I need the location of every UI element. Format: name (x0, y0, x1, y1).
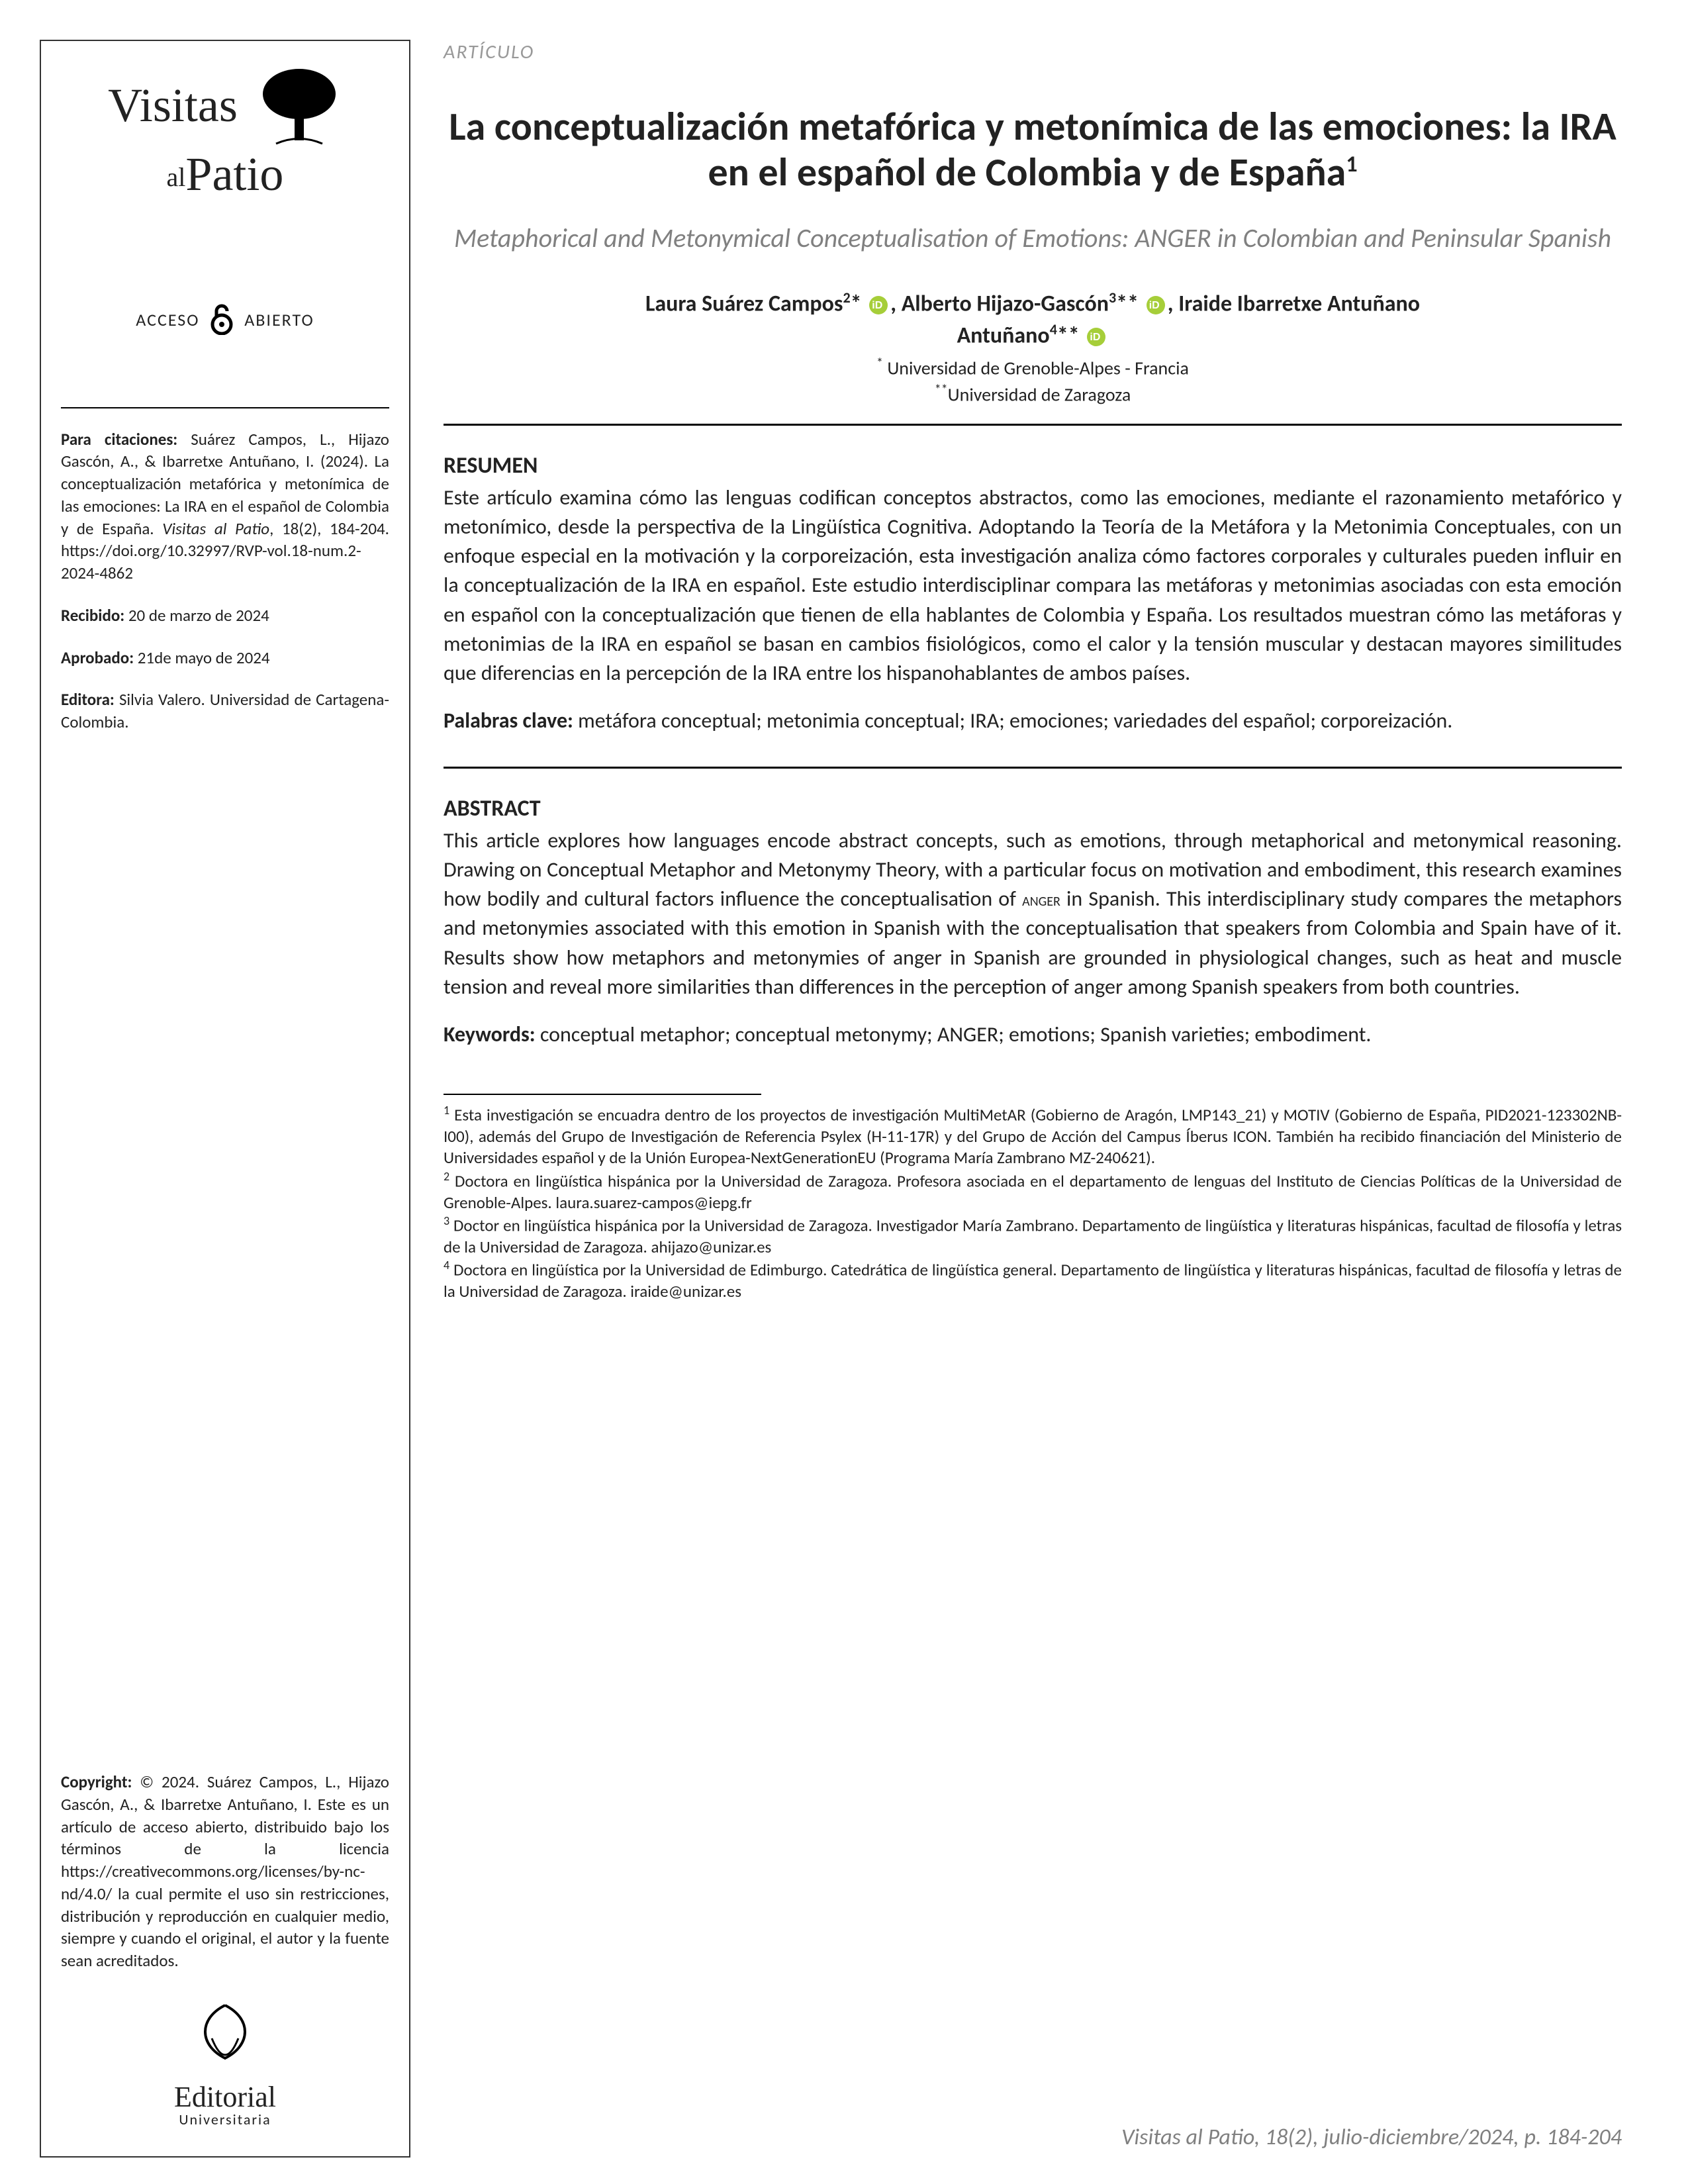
keywords-text: conceptual metaphor; conceptual metonymy… (536, 1021, 1372, 1047)
resumen-text: Este artículo examina cómo las lenguas c… (444, 483, 1622, 688)
editor-block: Editora: Silvia Valero. Universidad de C… (61, 688, 389, 734)
article-title: La conceptualización metafórica y metoní… (444, 104, 1622, 195)
journal-name-line2: Patio (185, 148, 283, 201)
copyright-text: © 2024. Suárez Campos, L., Hijazo Gascón… (61, 1772, 389, 1971)
citation-journal: Visitas al Patio (162, 518, 269, 539)
author-3-cont: Antuñano (957, 322, 1050, 349)
palabras-text: metáfora conceptual; metonimia conceptua… (573, 708, 1452, 734)
author-3-mark: ** (1057, 322, 1080, 349)
abstract-smallcaps: anger (1022, 888, 1060, 911)
footnote-1: 1 Esta investigación se encuadra dentro … (444, 1103, 1622, 1169)
footnote-rule (444, 1094, 761, 1095)
open-access-row: ACCESO ABIERTO (61, 302, 389, 341)
sidebar-rule (61, 407, 389, 408)
approved-block: Aprobado: 21de mayo de 2024 (61, 647, 389, 669)
copyright-block: Copyright: © 2024. Suárez Campos, L., Hi… (61, 1771, 389, 1972)
citation-block: Para citaciones: Suárez Campos, L., Hija… (61, 428, 389, 585)
author-3: Iraide Ibarretxe Antuñano (1178, 290, 1420, 317)
affiliations: * Universidad de Grenoble-Alpes - Franci… (444, 354, 1622, 408)
orcid-icon[interactable] (1147, 296, 1165, 314)
article-subtitle: Metaphorical and Metonymical Conceptuali… (444, 222, 1622, 255)
footnotes: 1 Esta investigación se encuadra dentro … (444, 1103, 1622, 1303)
copyright-label: Copyright: (61, 1772, 132, 1792)
palabras-label: Palabras clave: (444, 708, 573, 734)
affil-2-mark: ** (935, 382, 948, 398)
keywords-label: Keywords: (444, 1021, 536, 1047)
footnote-3: 3 Doctor en lingüística hispánica por la… (444, 1213, 1622, 1258)
footnote-4: 4 Doctora en lingüística por la Universi… (444, 1258, 1622, 1302)
journal-title: Visitas alPatio (61, 68, 389, 196)
publisher-line2: Universitaria (61, 2110, 389, 2130)
tree-icon (256, 68, 342, 153)
publisher-line1: Editorial (61, 2084, 389, 2111)
title-footnote-mark: 1 (1346, 151, 1357, 178)
resumen-rule (444, 767, 1622, 769)
author-3-sup: 4 (1050, 320, 1057, 338)
affil-1: Universidad de Grenoble-Alpes - Francia (883, 356, 1189, 379)
open-access-icon (210, 302, 234, 341)
author-1-mark: * (851, 290, 862, 317)
citation-label: Para citaciones: (61, 429, 177, 450)
author-1: Laura Suárez Campos (645, 290, 843, 317)
orcid-icon[interactable] (1087, 328, 1105, 346)
running-footer: Visitas al Patio, 18(2), julio-diciembre… (1121, 2124, 1622, 2151)
orcid-icon[interactable] (869, 296, 888, 314)
approved-label: Aprobado: (61, 647, 134, 668)
editor-label: Editora: (61, 689, 115, 710)
approved-value: 21de mayo de 2024 (134, 647, 269, 668)
footnote-1-text: Esta investigación se encuadra dentro de… (444, 1104, 1622, 1168)
footnote-4-text: Doctora en lingüística por la Universida… (444, 1260, 1622, 1302)
publisher-logo: Editorial Universitaria (61, 1999, 389, 2130)
journal-name-al: al (167, 162, 186, 192)
article-type-label: ARTÍCULO (444, 40, 1622, 64)
abstract-text: This article explores how languages enco… (444, 826, 1622, 1002)
journal-name-line1: Visitas (108, 79, 238, 132)
main-column: ARTÍCULO La conceptualización metafórica… (444, 40, 1635, 2158)
access-right: ABIERTO (244, 309, 314, 330)
sidebar: Visitas alPatio ACCESO (40, 40, 410, 2158)
resumen-heading: RESUMEN (444, 452, 1622, 479)
footnote-2: 2 Doctora en lingüística hispánica por l… (444, 1169, 1622, 1213)
abstract-heading: ABSTRACT (444, 795, 1622, 822)
author-1-sup: 2 (843, 289, 850, 307)
journal-logo: Visitas alPatio (61, 68, 389, 196)
authors-line: Laura Suárez Campos2* , Alberto Hijazo-G… (444, 288, 1622, 352)
received-block: Recibido: 20 de marzo de 2024 (61, 604, 389, 627)
received-label: Recibido: (61, 605, 124, 626)
footnote-2-text: Doctora en lingüística hispánica por la … (444, 1170, 1622, 1213)
received-value: 20 de marzo de 2024 (124, 605, 269, 626)
affil-2: Universidad de Zaragoza (948, 383, 1131, 406)
footnote-3-text: Doctor en lingüística hispánica por la U… (444, 1215, 1622, 1257)
swirl-icon (159, 1999, 291, 2078)
sidebar-spacer (61, 753, 389, 1758)
affil-1-mark: * (876, 356, 883, 371)
author-2: Alberto Hijazo-Gascón (902, 290, 1109, 317)
authors-rule (444, 424, 1622, 426)
title-text: La conceptualización metafórica y metoní… (449, 103, 1616, 197)
keywords: Keywords: conceptual metaphor; conceptua… (444, 1021, 1622, 1047)
author-2-sup: 3 (1109, 289, 1116, 307)
access-left: ACCESO (136, 309, 199, 330)
palabras-clave: Palabras clave: metáfora conceptual; met… (444, 708, 1622, 734)
page: Visitas alPatio ACCESO (0, 0, 1688, 2184)
author-2-mark: ** (1116, 290, 1139, 317)
